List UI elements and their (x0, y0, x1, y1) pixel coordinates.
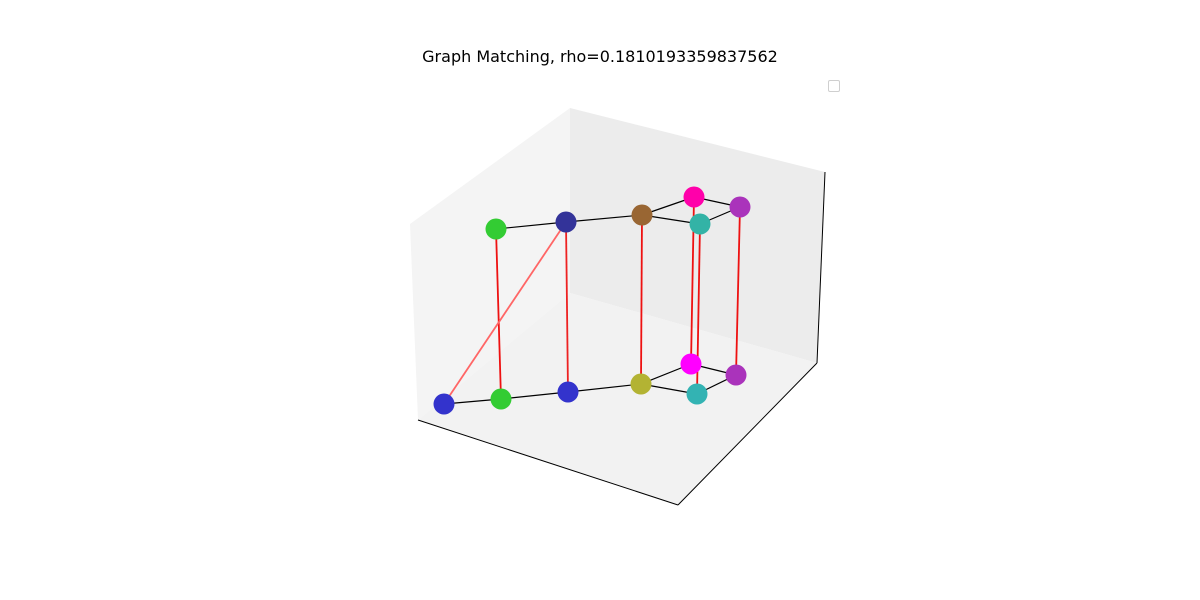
node-t2 (631, 204, 653, 226)
node-t5 (729, 196, 751, 218)
match-line-t5-b6 (735, 206, 741, 376)
axis-line-z (816, 171, 826, 364)
match-line-t0-b1 (495, 228, 502, 400)
node-t4 (689, 213, 711, 235)
graph-edge-t0-t1 (495, 221, 567, 230)
axis-line-front-x (417, 419, 679, 506)
node-b6 (725, 364, 747, 386)
floor-pane (418, 293, 817, 505)
node-b4 (680, 353, 702, 375)
match-line-t2-b3 (640, 214, 643, 385)
node-t0 (485, 218, 507, 240)
back-wall-pane (570, 108, 825, 363)
match-line-t1-b2 (565, 221, 569, 393)
axes-panes (410, 108, 826, 506)
graph-edge-t1-t2 (565, 214, 643, 223)
legend-box (828, 80, 840, 92)
node-b5 (686, 383, 708, 405)
node-b0 (433, 393, 455, 415)
matching-lines (443, 196, 741, 405)
axis-line-front-y (677, 362, 818, 506)
chart-title: Graph Matching, rho=0.1810193359837562 (422, 47, 778, 66)
match-line-t1-b0 (443, 221, 567, 405)
node-b1 (490, 388, 512, 410)
node-t1 (555, 211, 577, 233)
graph-edge-b1-b2 (500, 391, 569, 400)
node-b2 (557, 381, 579, 403)
left-wall-pane (410, 108, 570, 420)
graph-nodes (433, 186, 751, 415)
node-b3 (630, 373, 652, 395)
graph-edge-b2-b3 (567, 383, 642, 393)
node-t3 (683, 186, 705, 208)
